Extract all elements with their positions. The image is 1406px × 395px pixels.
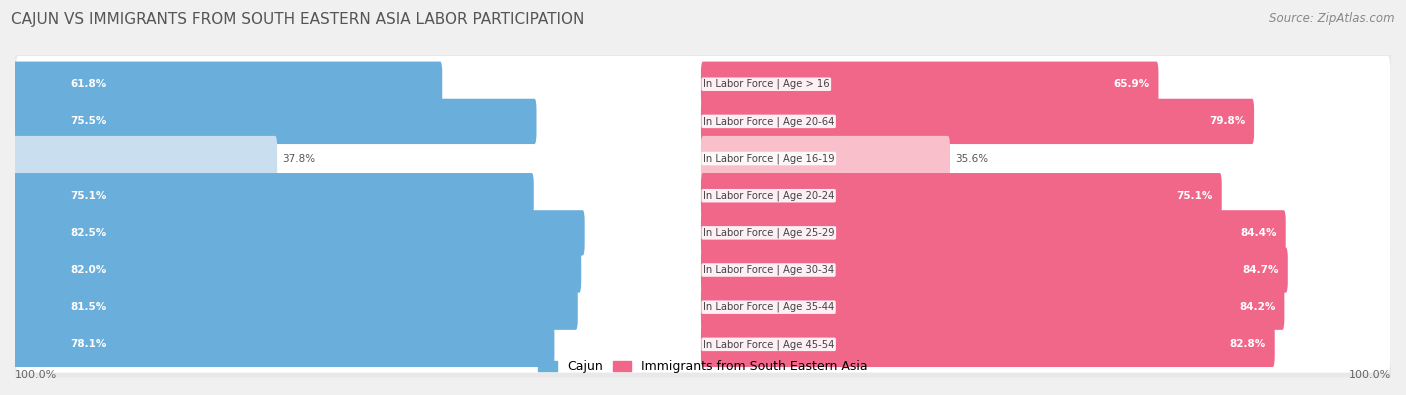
Text: In Labor Force | Age > 16: In Labor Force | Age > 16	[703, 79, 830, 90]
FancyBboxPatch shape	[702, 322, 1275, 367]
Text: 79.8%: 79.8%	[1209, 117, 1246, 126]
FancyBboxPatch shape	[11, 126, 1395, 192]
Text: 84.2%: 84.2%	[1239, 302, 1275, 312]
FancyBboxPatch shape	[13, 322, 554, 367]
FancyBboxPatch shape	[702, 99, 1254, 144]
Text: 100.0%: 100.0%	[1348, 370, 1391, 380]
Text: In Labor Force | Age 16-19: In Labor Force | Age 16-19	[703, 153, 835, 164]
FancyBboxPatch shape	[15, 93, 1391, 150]
FancyBboxPatch shape	[13, 62, 443, 107]
Text: 75.5%: 75.5%	[70, 117, 107, 126]
Text: In Labor Force | Age 30-34: In Labor Force | Age 30-34	[703, 265, 834, 275]
FancyBboxPatch shape	[15, 205, 1391, 261]
Text: 81.5%: 81.5%	[70, 302, 107, 312]
Text: 75.1%: 75.1%	[70, 191, 107, 201]
FancyBboxPatch shape	[11, 200, 1395, 266]
FancyBboxPatch shape	[15, 316, 1391, 372]
Text: 82.5%: 82.5%	[70, 228, 107, 238]
FancyBboxPatch shape	[15, 242, 1391, 298]
Text: 75.1%: 75.1%	[1177, 191, 1213, 201]
FancyBboxPatch shape	[13, 210, 585, 256]
Text: In Labor Force | Age 25-29: In Labor Force | Age 25-29	[703, 228, 835, 238]
Text: 84.7%: 84.7%	[1243, 265, 1279, 275]
FancyBboxPatch shape	[11, 163, 1395, 229]
FancyBboxPatch shape	[702, 136, 950, 181]
FancyBboxPatch shape	[13, 247, 581, 293]
Text: Source: ZipAtlas.com: Source: ZipAtlas.com	[1270, 12, 1395, 25]
FancyBboxPatch shape	[13, 173, 534, 218]
FancyBboxPatch shape	[11, 311, 1395, 378]
FancyBboxPatch shape	[15, 130, 1391, 187]
FancyBboxPatch shape	[13, 99, 537, 144]
Text: 65.9%: 65.9%	[1114, 79, 1150, 89]
FancyBboxPatch shape	[702, 173, 1222, 218]
Text: 82.8%: 82.8%	[1229, 339, 1265, 349]
Text: 100.0%: 100.0%	[15, 370, 58, 380]
FancyBboxPatch shape	[15, 56, 1391, 113]
FancyBboxPatch shape	[11, 88, 1395, 154]
Text: 61.8%: 61.8%	[70, 79, 107, 89]
FancyBboxPatch shape	[13, 284, 578, 330]
Text: 37.8%: 37.8%	[283, 154, 315, 164]
Text: 35.6%: 35.6%	[955, 154, 988, 164]
FancyBboxPatch shape	[11, 237, 1395, 303]
FancyBboxPatch shape	[702, 284, 1284, 330]
Text: In Labor Force | Age 35-44: In Labor Force | Age 35-44	[703, 302, 834, 312]
Text: In Labor Force | Age 20-64: In Labor Force | Age 20-64	[703, 116, 834, 127]
FancyBboxPatch shape	[11, 274, 1395, 340]
Text: In Labor Force | Age 45-54: In Labor Force | Age 45-54	[703, 339, 834, 350]
FancyBboxPatch shape	[13, 136, 277, 181]
FancyBboxPatch shape	[702, 210, 1285, 256]
FancyBboxPatch shape	[15, 279, 1391, 335]
FancyBboxPatch shape	[702, 62, 1159, 107]
Text: 84.4%: 84.4%	[1240, 228, 1277, 238]
Legend: Cajun, Immigrants from South Eastern Asia: Cajun, Immigrants from South Eastern Asi…	[533, 355, 873, 378]
Text: CAJUN VS IMMIGRANTS FROM SOUTH EASTERN ASIA LABOR PARTICIPATION: CAJUN VS IMMIGRANTS FROM SOUTH EASTERN A…	[11, 12, 585, 27]
Text: In Labor Force | Age 20-24: In Labor Force | Age 20-24	[703, 190, 834, 201]
Text: 78.1%: 78.1%	[70, 339, 107, 349]
FancyBboxPatch shape	[702, 247, 1288, 293]
Text: 82.0%: 82.0%	[70, 265, 107, 275]
FancyBboxPatch shape	[11, 51, 1395, 117]
FancyBboxPatch shape	[15, 167, 1391, 224]
